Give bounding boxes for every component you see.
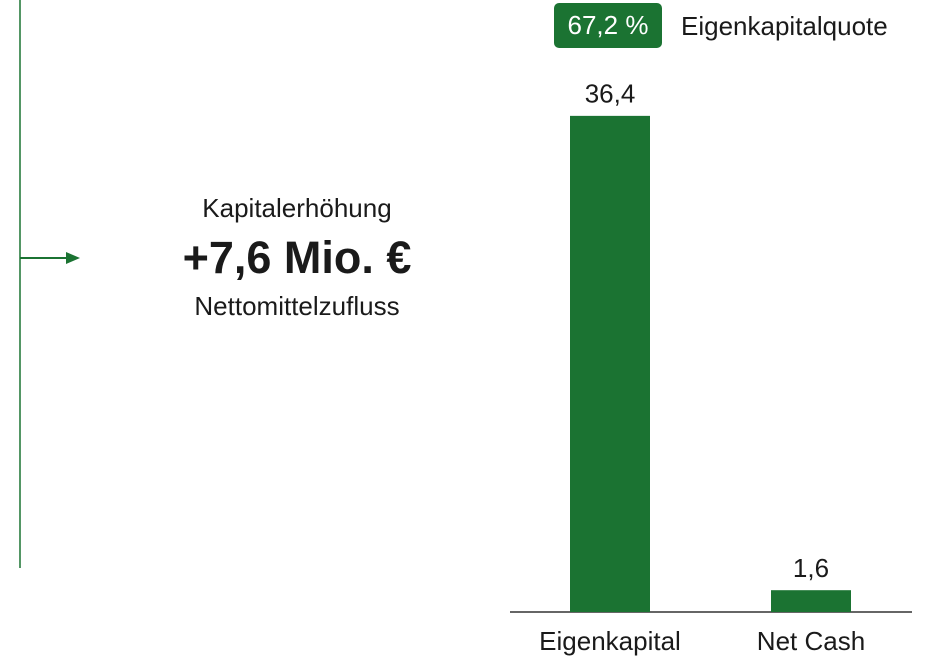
x-tick-label: Eigenkapital — [539, 626, 681, 656]
badge — [554, 3, 662, 48]
value-label: 36,4 — [585, 79, 636, 109]
badge-text: 67,2 % — [568, 10, 649, 40]
inflow-caption: Nettomittelzufluss — [194, 291, 399, 321]
bar — [771, 590, 851, 612]
badge-caption: Eigenkapitalquote — [681, 11, 888, 41]
inflow-amount: +7,6 Mio. € — [183, 232, 412, 283]
x-tick-label: Net Cash — [757, 626, 865, 656]
inflow-title: Kapitalerhöhung — [202, 193, 391, 223]
value-label: 1,6 — [793, 553, 829, 583]
arrow-head — [66, 252, 80, 264]
bar — [570, 115, 650, 613]
